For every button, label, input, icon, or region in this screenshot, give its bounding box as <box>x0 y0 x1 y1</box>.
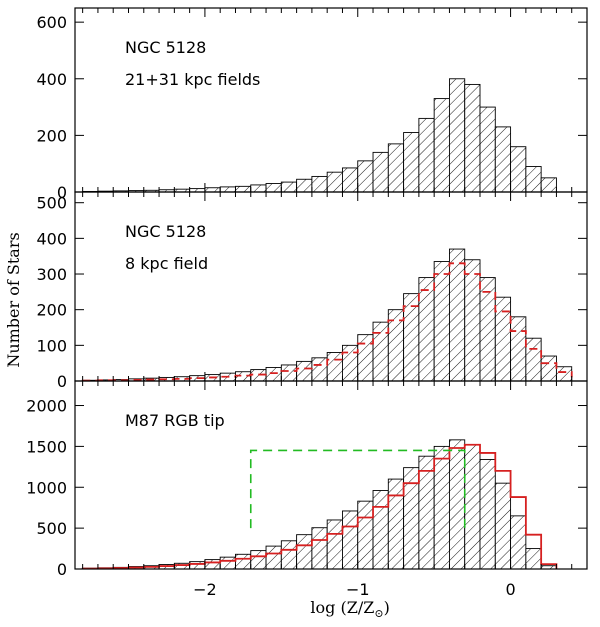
panel-bottom-bar-26 <box>479 459 496 570</box>
panel-bottom-bar-6 <box>173 562 191 570</box>
panel-middle-ytick-label: 400 <box>36 229 67 248</box>
panel-middle-bar-23 <box>433 261 450 382</box>
panel-middle-bar-12 <box>265 367 282 382</box>
panel-top-bar-11 <box>250 184 267 193</box>
panel-top-bar-24 <box>449 78 466 193</box>
panel-top-bar-25 <box>464 83 481 193</box>
panel-middle-bar-29 <box>525 337 542 382</box>
panel-top-bar-13 <box>280 181 298 193</box>
panel-middle-bar-22 <box>418 277 435 382</box>
panel-middle-bar-17 <box>342 344 359 382</box>
panel-bottom-bar-19 <box>372 490 389 570</box>
panel-bottom-bar-20 <box>387 478 405 570</box>
panel-middle-bar-30 <box>540 355 557 382</box>
panel-bottom-ytick-label: 1000 <box>26 478 67 497</box>
panel-middle-bar-26 <box>479 277 496 382</box>
panel-middle-bar-19 <box>372 321 389 382</box>
panel-top-bar-22 <box>418 117 435 193</box>
panel-bottom-bar-28 <box>510 515 527 570</box>
panel-bottom-bar-17 <box>342 510 359 570</box>
panel-top-bar-15 <box>311 175 328 193</box>
panel-top-bar-26 <box>479 106 496 193</box>
panel-top-ytick-label: 400 <box>36 70 67 89</box>
panel-middle-bar-24 <box>449 248 466 382</box>
panel-bottom-bar-7 <box>189 561 206 570</box>
panel-middle-ytick-label: 0 <box>57 372 67 391</box>
panel-middle-bar-14 <box>296 360 313 382</box>
panel-middle-bar-13 <box>280 364 298 382</box>
panel-middle-bar-31 <box>555 366 573 382</box>
panel-bottom-ytick-label: 2000 <box>26 397 67 416</box>
panel-bottom-bar-13 <box>280 540 298 570</box>
panel-bottom-bar-25 <box>464 444 481 570</box>
panel-bottom-bar-10 <box>235 553 252 570</box>
panel-bottom-ytick-label: 1500 <box>26 437 67 456</box>
panel-bottom-bar-15 <box>311 527 328 570</box>
panel-top-label-1: 21+31 kpc fields <box>125 70 260 89</box>
panel-top-bar-29 <box>525 166 542 193</box>
panel-bottom-bar-9 <box>219 556 236 570</box>
panel-top-bar-21 <box>403 132 420 193</box>
panel-bottom-green-box <box>249 449 466 529</box>
x-tick-label: −2 <box>193 580 217 599</box>
panel-middle-bar-25 <box>464 259 481 382</box>
panel-middle-bar-18 <box>357 334 374 382</box>
panel-top-bar-28 <box>510 146 527 193</box>
panel-top-bar-16 <box>326 171 343 193</box>
panel-top-ytick-label: 0 <box>57 183 67 202</box>
panel-bottom-bar-27 <box>494 482 512 570</box>
panel-bottom-frame <box>74 380 588 570</box>
x-axis-title: log (Z/Z⊙) <box>310 598 389 620</box>
y-axis-title: Number of Stars <box>4 232 23 367</box>
panel-middle-series-1 <box>81 262 573 382</box>
panel-middle-bar-16 <box>326 352 343 382</box>
panel-middle: 0 100 200 300 400 500 NGC 5128 8 kpc field <box>36 191 588 391</box>
panel-top-label-0: NGC 5128 <box>125 38 206 57</box>
panel-middle-ytick-label: 200 <box>36 301 67 320</box>
panel-bottom-bar-11 <box>250 550 267 570</box>
panel-top-bar-8 <box>204 187 221 193</box>
panel-bottom-bar-12 <box>265 545 282 570</box>
panel-bottom-ytick-label: 500 <box>36 519 67 538</box>
panel-top-bar-17 <box>342 167 359 193</box>
panel-top-bar-30 <box>540 177 557 193</box>
panel-bottom-bar-22 <box>418 455 435 570</box>
panel-bottom-label-0: M87 RGB tip <box>125 411 225 430</box>
panel-middle-label-0: NGC 5128 <box>125 222 206 241</box>
x-tick-label: 0 <box>505 580 515 599</box>
panel-middle-ytick-label: 500 <box>36 194 67 213</box>
panel-top-bar-14 <box>296 178 313 193</box>
panel-middle-bar-28 <box>510 316 527 382</box>
panel-bottom: 0 500 1000 1500 2000 M87 RGB tip <box>26 380 588 579</box>
panel-top-bar-27 <box>494 126 512 193</box>
panel-bottom-bar-18 <box>357 500 374 570</box>
panel-bottom-ytick-label: 0 <box>57 560 67 579</box>
panel-top-bar-20 <box>387 143 405 193</box>
panel-top-bar-10 <box>235 185 252 193</box>
panel-bottom-bar-8 <box>204 559 221 570</box>
panel-middle-bar-15 <box>311 357 328 382</box>
x-tick-label: −1 <box>346 580 370 599</box>
panel-top-bar-9 <box>219 186 236 193</box>
panel-top-ytick-label: 600 <box>36 13 67 32</box>
panel-top-bar-18 <box>357 160 374 193</box>
panel-top-bar-19 <box>372 151 389 193</box>
panel-middle-label-1: 8 kpc field <box>125 254 208 273</box>
panel-bottom-bar-24 <box>449 439 466 570</box>
panel-top-bar-12 <box>265 183 282 193</box>
panel-bottom-bar-14 <box>296 534 313 570</box>
panel-top-bar-23 <box>433 98 450 193</box>
panel-middle-ytick-label: 100 <box>36 336 67 355</box>
panel-bottom-bar-16 <box>326 519 343 570</box>
panel-bottom-bar-29 <box>525 548 542 570</box>
panel-top: 0 200 400 600 NGC 5128 21+31 kpc fields <box>36 7 588 202</box>
panel-middle-bar-27 <box>494 296 512 382</box>
panel-top-ytick-label: 200 <box>36 126 67 145</box>
panel-middle-ytick-label: 300 <box>36 265 67 284</box>
panel-bottom-bar-23 <box>433 445 450 570</box>
